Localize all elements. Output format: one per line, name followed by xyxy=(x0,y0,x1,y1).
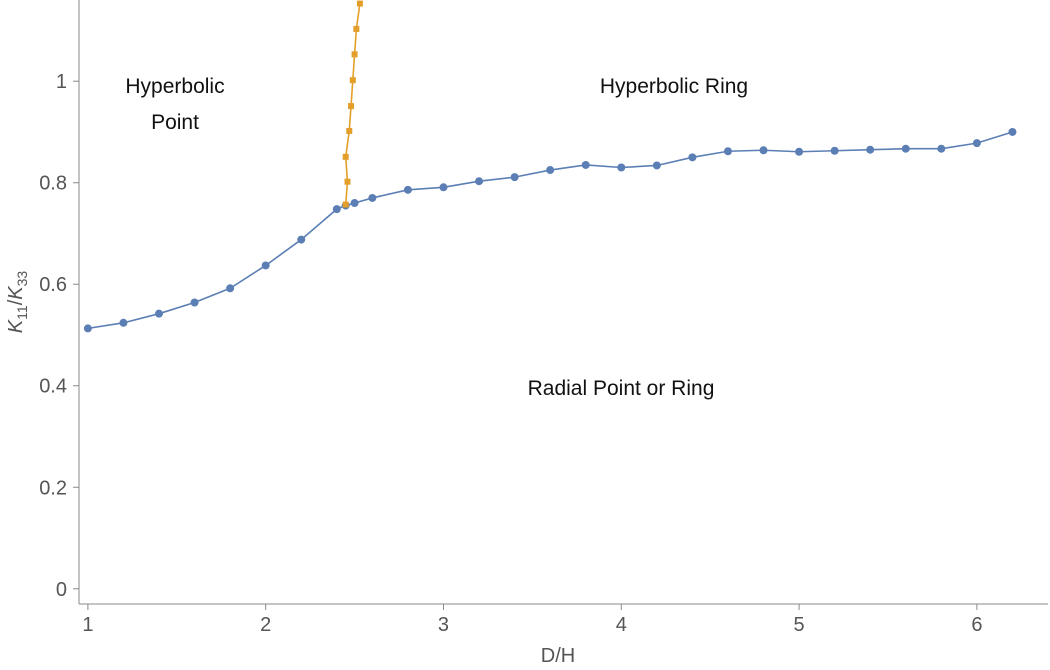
series-1-point xyxy=(972,139,981,148)
region-label-hyperbolic-ring: Hyperbolic Ring xyxy=(600,75,748,98)
x-tick-label-4: 4 xyxy=(616,614,627,636)
series-1-point xyxy=(652,161,661,170)
series-1-point xyxy=(759,146,768,155)
x-tick-label-6: 6 xyxy=(971,614,982,636)
series-1-point xyxy=(475,177,484,186)
series-1-point xyxy=(350,199,359,208)
series-2-point xyxy=(353,25,360,32)
series-1-point xyxy=(439,183,448,192)
x-tick-label-2: 2 xyxy=(260,614,271,636)
y-axis-title-k2: K xyxy=(5,285,27,300)
x-tick-label-5: 5 xyxy=(794,614,805,636)
series-2-point xyxy=(348,103,355,110)
series-1-point xyxy=(83,324,92,333)
series-1-point xyxy=(830,146,839,155)
series-2-point xyxy=(349,77,356,84)
y-tick-label-0.2: 0.2 xyxy=(39,477,67,499)
series-1-point xyxy=(190,298,199,307)
series-1-point xyxy=(226,284,235,293)
series-1-point xyxy=(403,185,412,194)
series-1-point xyxy=(332,205,341,214)
series-1-point xyxy=(510,173,519,182)
y-axis-title-slash: / xyxy=(5,299,27,305)
y-tick-label-0.4: 0.4 xyxy=(39,376,67,398)
region-label-radial-point-or-ring: Radial Point or Ring xyxy=(528,377,715,400)
series-layer xyxy=(83,0,1017,333)
y-axis-title-k1: K xyxy=(5,318,27,333)
x-ticks: 1 2 3 4 5 6 xyxy=(82,604,982,636)
y-ticks: 0 0.2 0.4 0.6 0.8 1 xyxy=(39,71,79,601)
x-tick-label-1: 1 xyxy=(82,614,93,636)
series-1 xyxy=(83,127,1017,333)
y-axis-title-sub1: 11 xyxy=(14,305,30,320)
series-1-point xyxy=(795,147,804,156)
x-axis-title: D/H xyxy=(541,645,575,667)
series-1-point xyxy=(617,163,626,172)
y-axis-title: K11/K33 xyxy=(5,271,30,334)
series-1-point xyxy=(901,144,910,153)
series-2-point xyxy=(342,153,349,160)
series-1-point xyxy=(261,261,270,270)
y-tick-label-0: 0 xyxy=(56,579,67,601)
y-tick-label-0.8: 0.8 xyxy=(39,173,67,195)
axes xyxy=(78,0,1048,605)
region-label-point: Point xyxy=(151,111,199,134)
series-1-point xyxy=(937,144,946,153)
x-tick-label-3: 3 xyxy=(438,614,449,636)
series-2-point xyxy=(342,201,349,208)
series-2-point xyxy=(356,0,363,7)
series-2 xyxy=(342,0,363,208)
series-1-point xyxy=(581,160,590,169)
y-tick-label-1: 1 xyxy=(56,71,67,93)
series-2-point xyxy=(346,127,353,134)
y-tick-label-0.6: 0.6 xyxy=(39,274,67,296)
series-1-point xyxy=(155,309,164,318)
series-1-point xyxy=(1008,127,1017,136)
y-axis-title-sub2: 33 xyxy=(14,271,30,287)
series-2-point xyxy=(344,178,351,185)
series-1-point xyxy=(119,318,128,327)
series-1-point xyxy=(368,193,377,202)
series-1-line xyxy=(87,131,1013,330)
series-1-point xyxy=(297,235,306,244)
region-label-hyperbolic: Hyperbolic xyxy=(125,75,224,98)
series-2-point xyxy=(351,51,358,58)
series-1-point xyxy=(866,145,875,154)
series-1-point xyxy=(546,166,555,175)
series-1-point xyxy=(688,153,697,162)
series-1-point xyxy=(723,147,732,156)
